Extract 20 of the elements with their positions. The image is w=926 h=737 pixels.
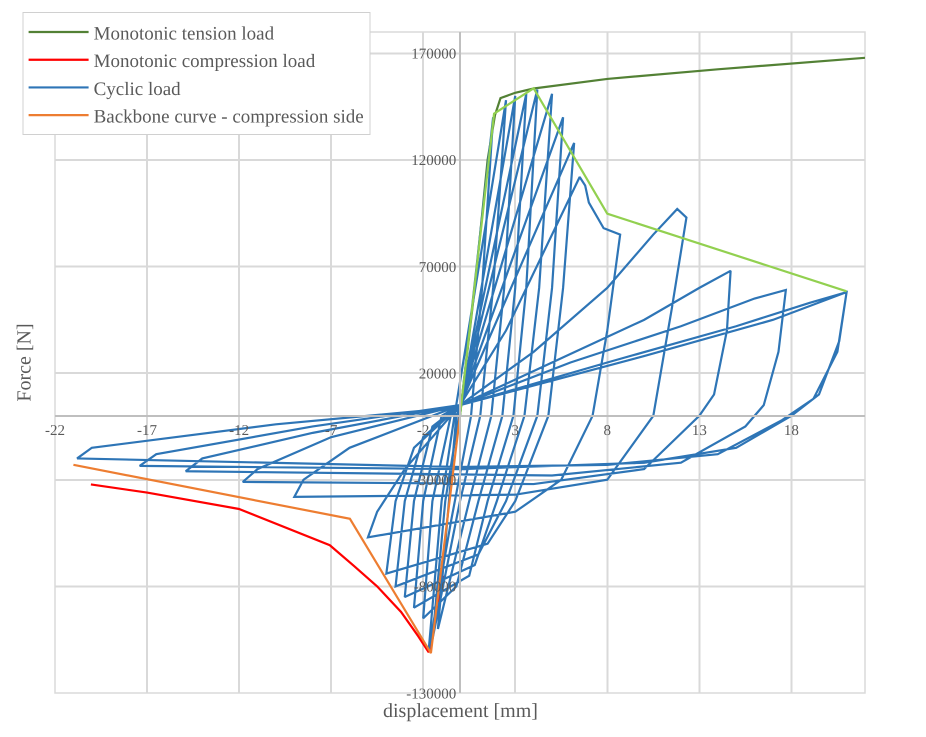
- y-tick-label: 120000: [411, 153, 456, 170]
- x-tick-label: -17: [137, 422, 158, 439]
- line-series: [72, 414, 462, 654]
- legend-label: Backbone curve - compression side: [94, 106, 364, 128]
- legend-label: Cyclic load: [94, 78, 182, 100]
- x-tick-label: 18: [784, 422, 799, 439]
- x-tick-label: -22: [45, 422, 65, 439]
- legend-label: Monotonic compression load: [94, 51, 316, 72]
- legend-label: Monotonic tension load: [94, 23, 275, 44]
- y-axis-title: Force [N]: [14, 323, 36, 402]
- x-tick-label: -2: [416, 422, 430, 439]
- x-tick-label: 3: [511, 422, 519, 439]
- x-tick-label: 8: [604, 422, 612, 439]
- y-tick-label: -130000: [406, 686, 456, 702]
- y-tick-label: 20000: [418, 366, 456, 382]
- y-tick-label: 70000: [418, 260, 456, 276]
- x-tick-label: 13: [692, 422, 707, 439]
- y-tick-label: -30000: [414, 473, 456, 490]
- y-tick-label: 170000: [411, 46, 456, 63]
- x-axis-title: displacement [mm]: [383, 700, 538, 722]
